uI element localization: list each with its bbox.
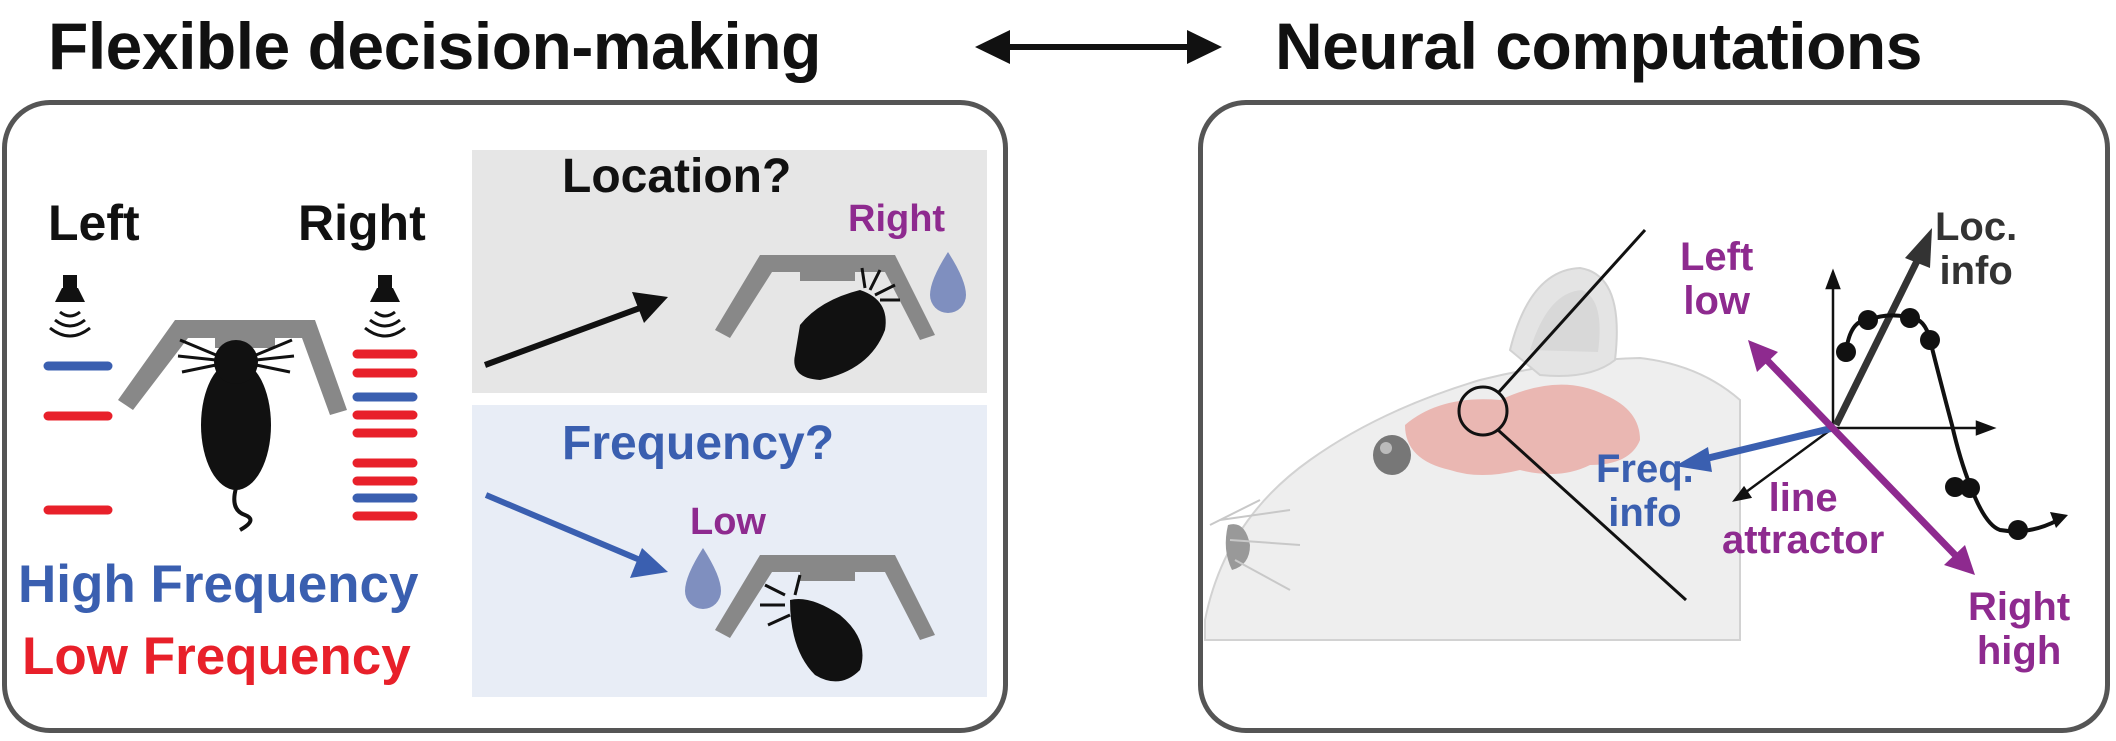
location-question: Location?: [562, 150, 792, 203]
left-speaker-icon: [49, 275, 91, 338]
line-attractor-arrow-left: [1748, 340, 1778, 372]
right-tone-bars: [352, 349, 418, 521]
right-speaker-icon: [364, 275, 406, 338]
location-arrow: [483, 305, 642, 368]
state-space-axes: [1732, 268, 1997, 502]
left-title: Flexible decision-making: [48, 9, 821, 83]
frequency-water-drop-icon: [685, 548, 721, 609]
right-speaker-label: Right: [298, 195, 426, 251]
freq-info-arrow-head: [1675, 447, 1712, 472]
left-speaker-label: Left: [48, 195, 140, 251]
trajectory-points: [1836, 308, 2028, 540]
frequency-arena-icon: [715, 555, 935, 640]
low-frequency-legend: Low Frequency: [22, 627, 411, 686]
location-arena-icon: [715, 255, 935, 340]
freq-info-label: Freq. info: [1596, 447, 1694, 535]
frequency-arrow: [484, 492, 642, 563]
frequency-task-box: [472, 405, 987, 697]
frequency-answer: Low: [690, 501, 766, 543]
loc-info-arrow-head: [1905, 228, 1932, 268]
location-water-drop-icon: [930, 252, 966, 313]
location-answer: Right: [848, 198, 946, 240]
frequency-question: Frequency?: [562, 417, 835, 470]
loc-info-label: Loc. info: [1935, 205, 2018, 293]
line-attractor-arrow-right: [1944, 545, 1975, 575]
left-tone-bars: [43, 361, 113, 515]
line-attractor-label: line attractor: [1722, 476, 1885, 562]
location-mouse-icon: [794, 267, 900, 380]
brain-icon: [1405, 384, 1640, 475]
left-low-label: Left low: [1680, 235, 1754, 323]
right-title: Neural computations: [1275, 9, 1922, 83]
mouse-icon: [177, 338, 295, 532]
frequency-mouse-icon: [760, 574, 863, 682]
high-frequency-legend: High Frequency: [18, 555, 419, 614]
right-high-label: Right high: [1968, 585, 2071, 673]
recording-site-marker: [1457, 385, 1509, 437]
